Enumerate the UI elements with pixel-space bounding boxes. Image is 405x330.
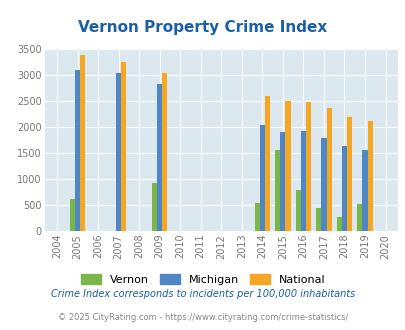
- Bar: [300, 131, 305, 231]
- Text: © 2025 CityRating.com - https://www.cityrating.com/crime-statistics/: © 2025 CityRating.com - https://www.city…: [58, 313, 347, 322]
- Bar: [315, 208, 321, 231]
- Bar: [275, 149, 279, 231]
- Bar: [285, 101, 290, 231]
- Bar: [264, 96, 269, 231]
- Bar: [362, 149, 367, 231]
- Bar: [321, 138, 326, 231]
- Bar: [295, 189, 300, 231]
- Legend: Vernon, Michigan, National: Vernon, Michigan, National: [76, 270, 329, 289]
- Bar: [254, 203, 259, 231]
- Bar: [279, 132, 285, 231]
- Bar: [341, 146, 346, 231]
- Bar: [116, 73, 121, 231]
- Text: Crime Index corresponds to incidents per 100,000 inhabitants: Crime Index corresponds to incidents per…: [51, 289, 354, 299]
- Bar: [305, 102, 310, 231]
- Bar: [75, 70, 80, 231]
- Bar: [80, 55, 85, 231]
- Bar: [356, 204, 362, 231]
- Bar: [151, 183, 157, 231]
- Bar: [367, 121, 372, 231]
- Bar: [157, 84, 162, 231]
- Bar: [259, 125, 264, 231]
- Bar: [121, 62, 126, 231]
- Bar: [326, 108, 331, 231]
- Text: Vernon Property Crime Index: Vernon Property Crime Index: [78, 20, 327, 35]
- Bar: [70, 199, 75, 231]
- Bar: [346, 117, 351, 231]
- Bar: [162, 73, 167, 231]
- Bar: [336, 217, 341, 231]
